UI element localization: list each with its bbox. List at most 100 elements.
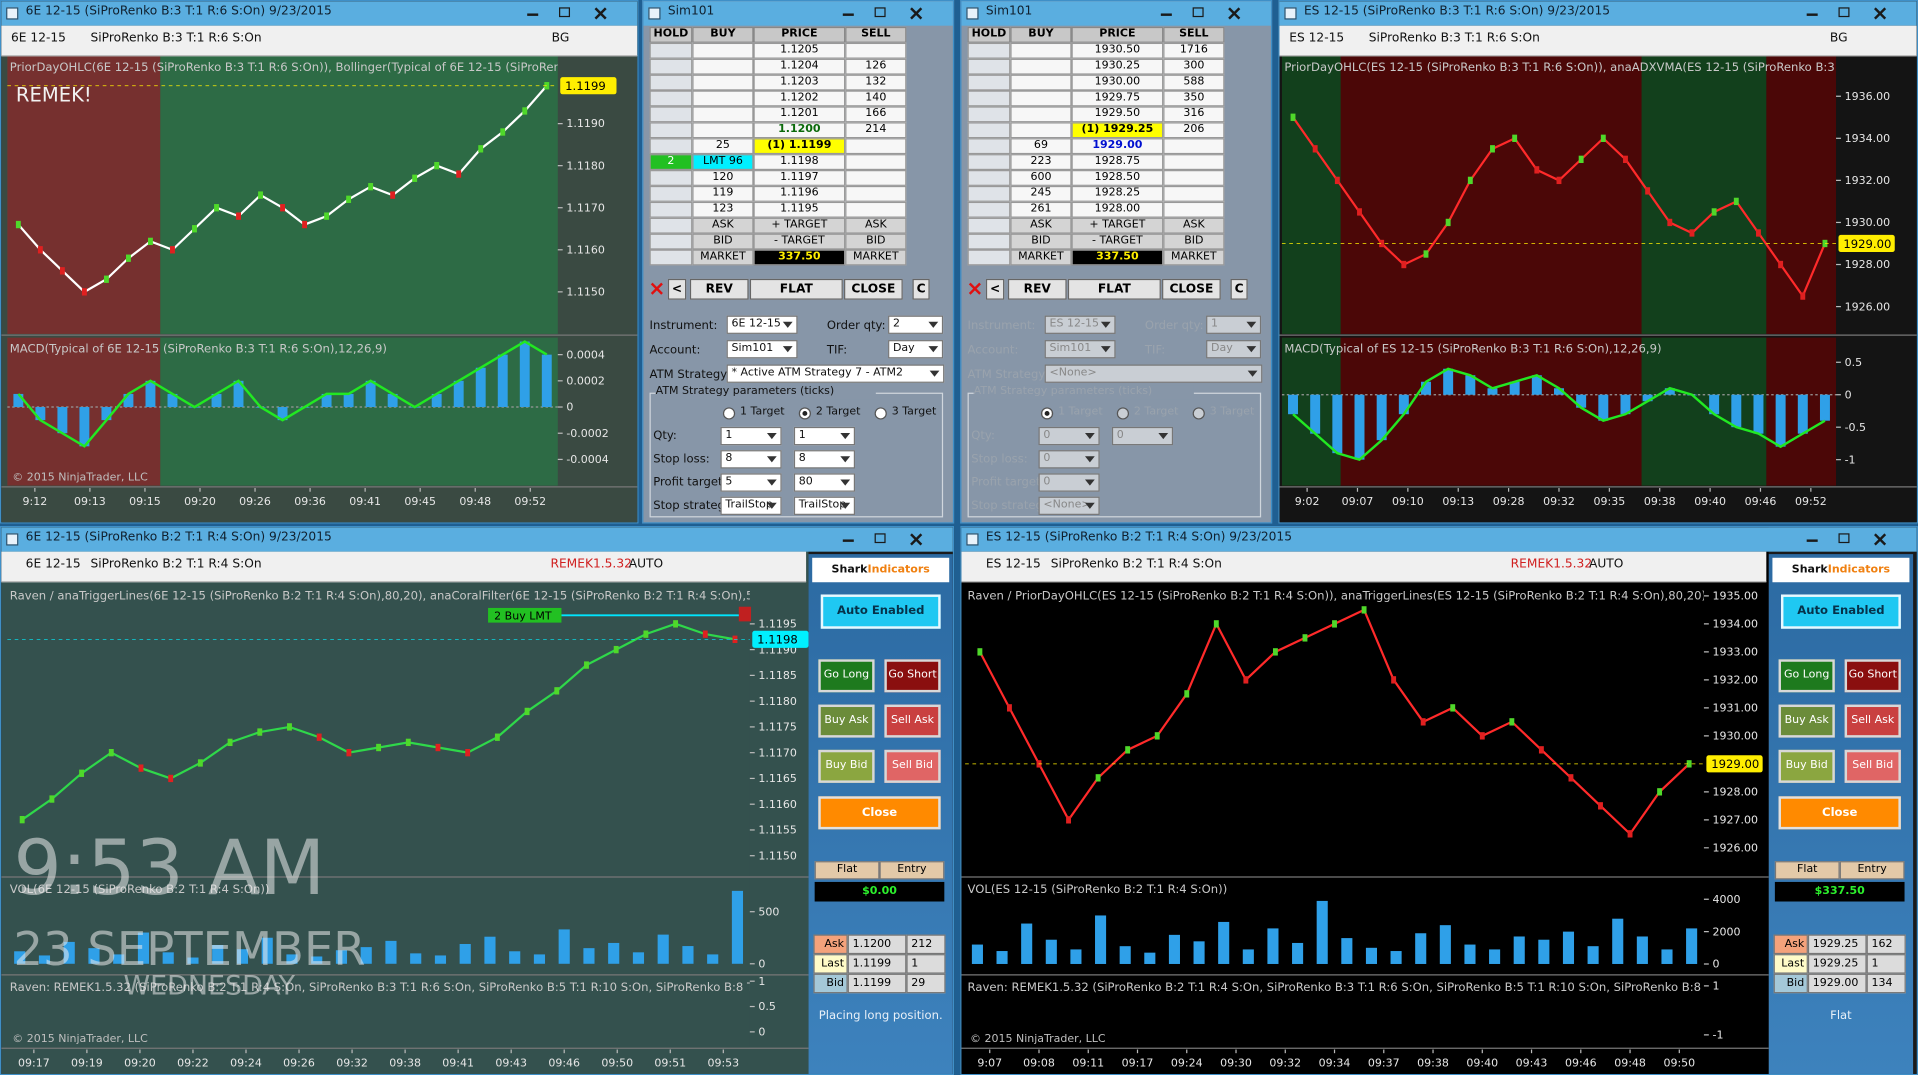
trade-button[interactable]: Sell Ask xyxy=(884,704,941,738)
form-input[interactable]: Day xyxy=(1206,340,1262,359)
maximize-button[interactable] xyxy=(1838,7,1850,18)
trade-button[interactable]: Go Long xyxy=(1778,659,1835,693)
dom-cell[interactable] xyxy=(692,122,754,139)
close-button[interactable] xyxy=(591,4,611,24)
dom-cell[interactable]: 123 xyxy=(692,201,754,218)
dom-cell[interactable] xyxy=(967,154,1011,171)
minimize-button[interactable] xyxy=(1160,13,1172,16)
form-input[interactable]: 1 xyxy=(720,426,782,446)
minimize-button[interactable] xyxy=(842,539,854,542)
dom-cell[interactable] xyxy=(1010,90,1072,107)
close-button[interactable] xyxy=(1224,4,1244,24)
form-input[interactable]: * Active ATM Strategy 7 - ATM2 xyxy=(726,364,945,383)
dom-cell[interactable] xyxy=(649,42,693,59)
form-input[interactable]: TrailStop xyxy=(793,496,856,515)
form-input[interactable]: <None> xyxy=(1044,364,1263,383)
form-input[interactable]: Day xyxy=(888,340,944,359)
dom-cell[interactable]: 1.1202 xyxy=(753,90,846,107)
toolbar-item[interactable]: ES 12-15 xyxy=(1289,31,1345,46)
dom-cell[interactable] xyxy=(967,122,1011,139)
toolbar-item[interactable]: AUTO xyxy=(628,557,664,572)
trade-button[interactable]: Buy Ask xyxy=(1778,704,1835,738)
dom-cell[interactable] xyxy=(1010,106,1072,123)
toolbar-item[interactable]: 6E 12-15 xyxy=(25,557,81,572)
target-radio[interactable] xyxy=(1040,407,1054,420)
auto-button[interactable]: Auto Enabled xyxy=(1780,594,1901,629)
dom-cell[interactable] xyxy=(692,74,754,91)
dom-button[interactable]: C xyxy=(912,278,930,300)
dom-cell[interactable] xyxy=(692,58,754,75)
minimize-button[interactable] xyxy=(842,13,854,16)
auto-button[interactable]: Auto Enabled xyxy=(820,594,941,629)
close-position-button[interactable]: Close xyxy=(818,796,941,830)
dom-cell[interactable]: 2 xyxy=(649,154,693,171)
trade-button[interactable]: Buy Bid xyxy=(818,749,875,783)
toolbar-item[interactable]: SiProRenko B:2 T:1 R:4 S:On xyxy=(1050,557,1222,572)
form-input[interactable]: 8 xyxy=(793,450,856,469)
dom-cell[interactable]: 1930.25 xyxy=(1071,58,1164,75)
dom-cell[interactable]: 245 xyxy=(1010,185,1072,202)
close-button[interactable] xyxy=(1870,4,1890,24)
maximize-button[interactable] xyxy=(874,7,886,18)
dom-cell[interactable] xyxy=(649,58,693,75)
dom-cell[interactable] xyxy=(649,170,693,186)
form-input[interactable]: 8 xyxy=(720,450,782,469)
dom-cell[interactable] xyxy=(967,90,1011,107)
dom-cell[interactable]: 120 xyxy=(692,170,754,186)
dom-cell[interactable] xyxy=(967,201,1011,218)
trade-button[interactable]: Go Short xyxy=(884,659,941,693)
dom-cell[interactable]: (1) 1929.25 xyxy=(1071,122,1164,139)
dom-cell[interactable]: 1928.25 xyxy=(1071,185,1164,202)
dom-cell[interactable] xyxy=(1010,58,1072,75)
dom-cell[interactable]: 261 xyxy=(1010,201,1072,218)
toolbar-item[interactable]: 6E 12-15 xyxy=(11,31,66,46)
form-input[interactable]: 0 xyxy=(1038,450,1100,469)
form-input[interactable]: 1 xyxy=(1206,315,1262,334)
dom-cell[interactable] xyxy=(649,138,693,155)
dom-cell[interactable]: 1.1203 xyxy=(753,74,846,91)
toolbar-item[interactable]: BG xyxy=(1829,31,1848,46)
trade-button[interactable]: Go Long xyxy=(818,659,875,693)
dom-cell[interactable] xyxy=(692,106,754,123)
target-radio[interactable] xyxy=(874,407,887,420)
dom-cell[interactable] xyxy=(1010,122,1072,139)
dom-cell[interactable] xyxy=(967,138,1011,155)
target-radio[interactable] xyxy=(1116,407,1130,420)
form-input[interactable]: Sim101 xyxy=(726,340,798,359)
dom-cell[interactable] xyxy=(967,170,1011,186)
dom-cell[interactable]: 1.1198 xyxy=(753,154,846,171)
close-position-button[interactable]: Close xyxy=(1778,796,1901,830)
dom-cell[interactable]: 25 xyxy=(692,138,754,155)
dom-cell[interactable]: 600 xyxy=(1010,170,1072,186)
dom-cell[interactable]: 1.1201 xyxy=(753,106,846,123)
form-input[interactable]: 80 xyxy=(793,473,856,492)
dom-cell[interactable]: 1.1196 xyxy=(753,185,846,202)
close-button[interactable] xyxy=(906,4,926,24)
form-input[interactable]: <None> xyxy=(1038,496,1100,515)
dom-cell[interactable] xyxy=(967,42,1011,59)
dom-cell[interactable]: 1929.50 xyxy=(1071,106,1164,123)
toolbar-item[interactable]: ES 12-15 xyxy=(985,557,1041,572)
form-input[interactable]: ES 12-15 xyxy=(1044,315,1116,334)
minimize-button[interactable] xyxy=(1806,539,1818,542)
dom-cell[interactable]: 69 xyxy=(1010,138,1072,155)
target-radio[interactable] xyxy=(1192,407,1205,420)
form-input[interactable]: 6E 12-15 xyxy=(726,315,798,334)
dom-button[interactable]: < xyxy=(985,278,1005,300)
trade-button[interactable]: Buy Ask xyxy=(818,704,875,738)
maximize-button[interactable] xyxy=(559,7,571,18)
dom-cell[interactable]: 119 xyxy=(692,185,754,202)
dom-cell[interactable]: (1) 1.1199 xyxy=(753,138,846,155)
dom-cell[interactable]: 223 xyxy=(1010,154,1072,171)
dom-cell[interactable] xyxy=(649,122,693,139)
maximize-button[interactable] xyxy=(874,533,886,544)
dom-cell[interactable] xyxy=(967,106,1011,123)
close-button[interactable] xyxy=(1870,530,1890,550)
dom-cell[interactable]: 1929.00 xyxy=(1071,138,1164,155)
dom-button[interactable]: REV xyxy=(1007,278,1067,300)
form-input[interactable]: Sim101 xyxy=(1044,340,1116,359)
minimize-button[interactable] xyxy=(527,13,539,16)
trade-button[interactable]: Go Short xyxy=(1844,659,1901,693)
cancel-icon[interactable] xyxy=(650,281,665,296)
toolbar-item[interactable]: SiProRenko B:3 T:1 R:6 S:On xyxy=(90,31,262,46)
